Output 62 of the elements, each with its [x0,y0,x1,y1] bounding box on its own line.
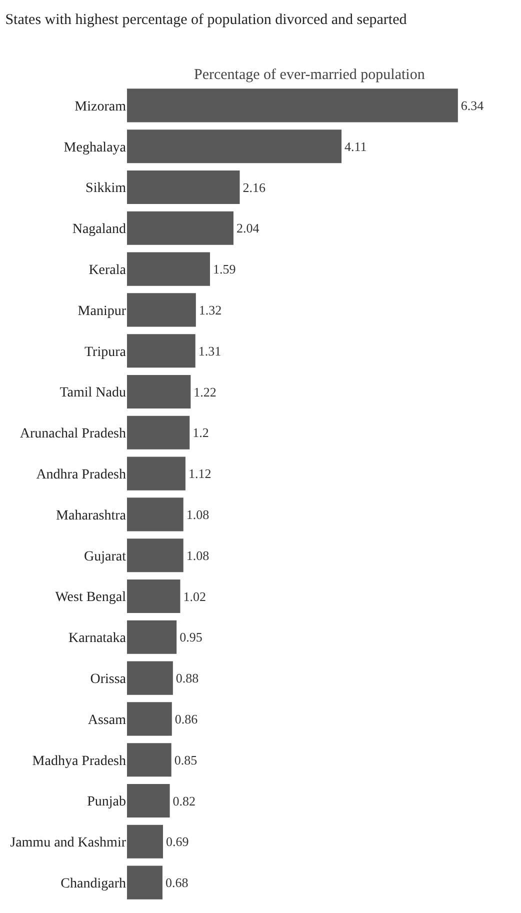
y-tick-label: Orissa [90,672,127,687]
data-label: 1.22 [194,384,216,400]
data-label: 0.86 [174,711,198,726]
bar [127,416,190,450]
bar [127,579,180,614]
bar [127,784,170,818]
bar [127,211,234,245]
data-label: 0.82 [172,793,196,808]
data-label: 0.68 [165,875,188,890]
y-tick-label: Tamil Nadu [60,386,126,401]
data-label: 1.31 [198,343,222,358]
y-tick-label: Meghalaya [64,140,127,156]
y-tick-label: Maharashtra [56,508,127,524]
y-tick-label: Chandigarh [60,876,126,892]
bar [127,252,210,286]
chart-title: States with highest percentage of population divorced and separted [5,12,408,28]
y-tick-label: Nagaland [72,222,126,238]
y-tick-label: Mizoram [74,99,126,114]
bar [127,293,196,327]
bar [127,824,164,858]
data-label: 4.11 [344,138,367,154]
data-label: 1.08 [186,506,210,522]
data-label: 6.34 [460,98,484,113]
data-label: 1.32 [198,302,222,318]
y-tick-label: West Bengal [55,590,126,606]
data-label: 1.08 [186,548,210,563]
y-tick-label: Kerala [88,262,127,278]
data-label: 2.16 [242,180,266,195]
bar [127,702,172,736]
bar [127,130,342,164]
y-tick-label: Andhra Pradesh [36,467,126,482]
bar [127,620,177,654]
y-tick-label: Jammu and Kashmir [10,836,126,851]
data-label: 0.85 [174,752,198,768]
data-label: 1.2 [192,425,209,440]
data-label: 0.95 [180,630,202,645]
bar [127,88,458,122]
bar [127,661,173,695]
bar [127,374,191,409]
bar [127,498,184,532]
bar [127,456,186,490]
data-label: 1.59 [212,262,236,277]
y-tick-label: Gujarat [84,549,126,564]
y-tick-label: Assam [88,712,126,728]
y-tick-label: Arunachal Pradesh [20,426,126,442]
chart-subtitle: Percentage of ever-married population [194,67,426,83]
y-tick-label: Madhya Pradesh [32,754,126,769]
bar [127,170,240,204]
y-tick-label: Tripura [84,344,127,360]
y-tick-label: Punjab [87,794,126,810]
bar [127,334,196,368]
data-label: 0.69 [166,834,189,850]
y-tick-label: Karnataka [68,631,127,646]
data-label: 0.88 [176,670,199,686]
data-label: 1.02 [183,588,206,604]
bar [127,743,172,777]
y-tick-label: Sikkim [86,181,126,196]
bar [127,538,184,572]
data-label: 1.12 [188,466,212,482]
y-tick-label: Manipur [78,304,126,319]
data-label: 2.04 [236,220,260,236]
bar [127,866,162,900]
